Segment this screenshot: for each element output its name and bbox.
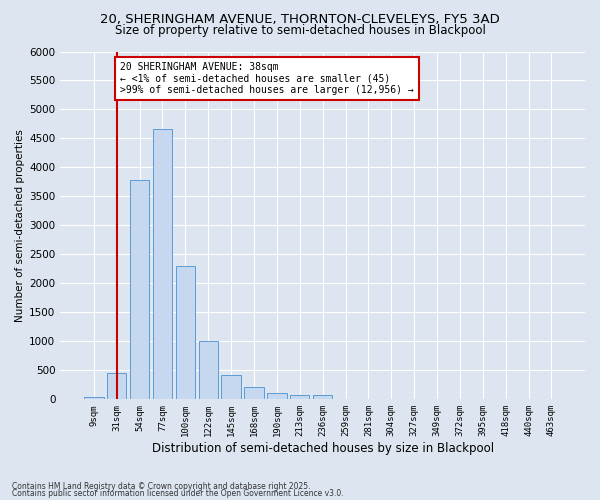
Bar	[313, 396, 332, 400]
Bar	[153, 129, 172, 400]
Text: 20 SHERINGHAM AVENUE: 38sqm
← <1% of semi-detached houses are smaller (45)
>99% : 20 SHERINGHAM AVENUE: 38sqm ← <1% of sem…	[120, 62, 414, 95]
Bar	[107, 373, 127, 400]
Bar	[199, 342, 218, 400]
Bar	[244, 387, 264, 400]
Bar	[221, 376, 241, 400]
Bar	[84, 396, 104, 400]
Bar	[176, 266, 195, 400]
Text: 20, SHERINGHAM AVENUE, THORNTON-CLEVELEYS, FY5 3AD: 20, SHERINGHAM AVENUE, THORNTON-CLEVELEY…	[100, 12, 500, 26]
Bar	[130, 180, 149, 400]
Text: Contains HM Land Registry data © Crown copyright and database right 2025.: Contains HM Land Registry data © Crown c…	[12, 482, 311, 491]
Bar	[290, 394, 310, 400]
Text: Size of property relative to semi-detached houses in Blackpool: Size of property relative to semi-detach…	[115, 24, 485, 37]
X-axis label: Distribution of semi-detached houses by size in Blackpool: Distribution of semi-detached houses by …	[152, 442, 494, 455]
Y-axis label: Number of semi-detached properties: Number of semi-detached properties	[15, 129, 25, 322]
Text: Contains public sector information licensed under the Open Government Licence v3: Contains public sector information licen…	[12, 490, 344, 498]
Bar	[267, 393, 287, 400]
